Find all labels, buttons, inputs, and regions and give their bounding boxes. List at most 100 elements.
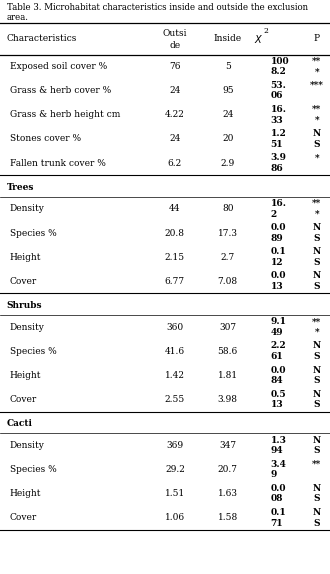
Text: **: ** [312,199,321,208]
Text: Species %: Species % [10,228,57,238]
Text: 24: 24 [169,86,181,95]
Text: N: N [313,247,321,257]
Text: 6.77: 6.77 [165,277,185,286]
Text: Trees: Trees [7,183,34,192]
Text: 94: 94 [271,446,283,455]
Text: 1.63: 1.63 [218,489,238,498]
Text: Exposed soil cover %: Exposed soil cover % [10,62,107,71]
Text: 0.0: 0.0 [271,484,286,493]
Text: Cover: Cover [10,395,37,404]
Text: S: S [314,376,320,385]
Text: 1.06: 1.06 [165,513,185,522]
Text: Table 3. Microhabitat characteristics inside and outside the exclusion area.: Table 3. Microhabitat characteristics in… [7,3,308,22]
Text: 13: 13 [271,282,283,291]
Text: 76: 76 [169,62,181,71]
Text: 2.9: 2.9 [220,158,235,168]
Text: 5: 5 [225,62,231,71]
Text: de: de [169,41,181,49]
Text: Inside: Inside [214,34,242,43]
Text: Characteristics: Characteristics [7,34,77,43]
Text: *: * [314,328,319,337]
Text: 100: 100 [271,57,289,66]
Text: S: S [314,258,320,267]
Text: 20.8: 20.8 [165,228,185,238]
Text: 20.7: 20.7 [218,465,238,474]
Text: Grass & herb height cm: Grass & herb height cm [10,110,120,119]
Text: 9: 9 [271,470,277,479]
Text: S: S [314,139,320,149]
Text: 51: 51 [271,139,283,149]
Text: *: * [314,210,319,219]
Text: S: S [314,352,320,361]
Text: 44: 44 [169,204,181,214]
Text: Shrubs: Shrubs [7,301,42,310]
Text: 29.2: 29.2 [165,465,185,474]
Text: 53.: 53. [271,81,286,90]
Text: 13: 13 [271,400,283,409]
Text: *: * [314,153,319,162]
Text: Cacti: Cacti [7,419,32,428]
Text: 3.9: 3.9 [271,153,286,162]
Text: 1.81: 1.81 [218,371,238,380]
Text: N: N [313,223,321,232]
Text: ***: *** [310,81,324,90]
Text: 06: 06 [271,91,283,100]
Text: S: S [314,400,320,409]
Text: 3.98: 3.98 [218,395,238,404]
Text: Species %: Species % [10,465,57,474]
Text: S: S [314,446,320,455]
Text: 71: 71 [271,518,283,528]
Text: S: S [314,234,320,243]
Text: 8.2: 8.2 [271,67,286,76]
Text: *: * [314,67,319,76]
Text: 369: 369 [166,441,183,450]
Text: 20: 20 [222,134,233,144]
Text: 80: 80 [222,204,233,214]
Text: Cover: Cover [10,277,37,286]
Text: **: ** [312,460,321,469]
Text: 0.5: 0.5 [271,390,286,399]
Text: S: S [314,518,320,528]
Text: 307: 307 [219,323,236,332]
Text: 0.1: 0.1 [271,247,286,257]
Text: N: N [313,366,321,375]
Text: **: ** [312,105,321,114]
Text: 1.51: 1.51 [165,489,185,498]
Text: 58.6: 58.6 [217,347,238,356]
Text: 2.15: 2.15 [165,253,185,262]
Text: 16.: 16. [271,199,286,208]
Text: Density: Density [10,204,45,214]
Text: N: N [313,390,321,399]
Text: 86: 86 [271,164,283,173]
Text: 2.7: 2.7 [220,253,235,262]
Text: 2: 2 [263,28,268,35]
Text: Cover: Cover [10,513,37,522]
Text: 3.4: 3.4 [271,460,286,469]
Text: 2.55: 2.55 [165,395,185,404]
Text: 1.3: 1.3 [271,436,286,445]
Text: Stones cover %: Stones cover % [10,134,81,144]
Text: 1.42: 1.42 [165,371,185,380]
Text: 24: 24 [169,134,181,144]
Text: Grass & herb cover %: Grass & herb cover % [10,86,111,95]
Text: P: P [314,34,320,43]
Text: N: N [313,508,321,517]
Text: 33: 33 [271,115,283,125]
Text: Outsi: Outsi [163,29,187,38]
Text: 16.: 16. [271,105,286,114]
Text: Species %: Species % [10,347,57,356]
Text: 2.2: 2.2 [271,342,286,351]
Text: 08: 08 [271,494,283,503]
Text: N: N [313,129,321,138]
Text: 84: 84 [271,376,283,385]
Text: Density: Density [10,323,45,332]
Text: 1.58: 1.58 [217,513,238,522]
Text: 0.0: 0.0 [271,366,286,375]
Text: 95: 95 [222,86,234,95]
Text: S: S [314,282,320,291]
Text: $\it{X}$: $\it{X}$ [254,33,263,45]
Text: 1.2: 1.2 [271,129,286,138]
Text: **: ** [312,57,321,66]
Text: Density: Density [10,441,45,450]
Text: N: N [313,436,321,445]
